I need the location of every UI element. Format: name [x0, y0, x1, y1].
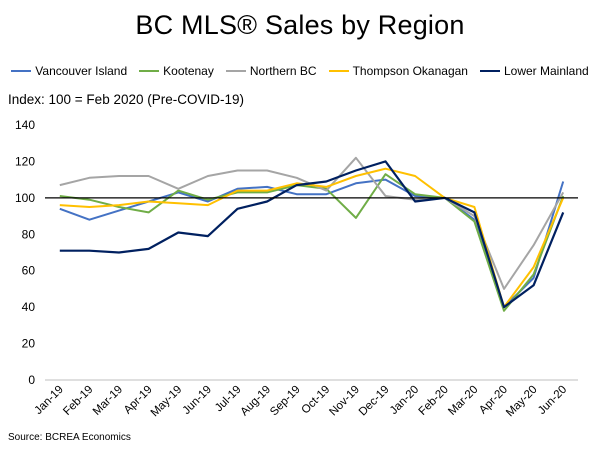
x-tick-label-8: Sep-19	[268, 384, 303, 419]
x-tick-label-1: Feb-19	[61, 384, 95, 418]
source-note: Source: BCREA Economics	[8, 432, 131, 443]
series-line-4	[59, 160, 565, 309]
x-tick-label-2: Mar-19	[91, 384, 125, 418]
series-line-1	[59, 173, 565, 312]
legend-item-4: Lower Mainland	[479, 64, 589, 78]
y-tick-label-2: 40	[22, 300, 36, 314]
legend-label-3: Thompson Okanagan	[352, 64, 468, 78]
legend-swatch-1	[139, 70, 160, 72]
legend-label-2: Northern BC	[249, 64, 317, 78]
x-tick-label-14: Mar-20	[446, 384, 480, 418]
legend-label-4: Lower Mainland	[503, 64, 589, 78]
x-tick-label-12: Jan-20	[388, 384, 421, 417]
y-tick-label-1: 20	[22, 337, 36, 351]
x-tick-label-11: Dec-19	[357, 384, 392, 419]
y-tick-label-7: 140	[15, 118, 35, 132]
x-tick-label-0: Jan-19	[33, 384, 66, 417]
series-line-3	[59, 167, 565, 309]
chart-title: BC MLS® Sales by Region	[135, 10, 465, 40]
legend-swatch-0	[11, 70, 32, 72]
y-tick-label-3: 60	[22, 264, 36, 278]
legend-item-0: Vancouver Island	[11, 64, 127, 78]
x-tick-label-5: Jun-19	[181, 384, 214, 417]
x-tick-label-13: Feb-20	[417, 384, 451, 418]
x-tick-label-4: May-19	[149, 384, 185, 420]
x-tick-label-17: Jun-20	[536, 384, 569, 417]
legend-item-3: Thompson Okanagan	[328, 64, 468, 78]
x-tick-label-7: Aug-19	[238, 384, 273, 419]
y-tick-label-0: 0	[28, 373, 35, 387]
y-tick-label-4: 80	[22, 227, 36, 241]
legend-label-1: Kootenay	[163, 64, 214, 78]
series-line-2	[59, 156, 565, 290]
x-tick-label-9: Oct-19	[300, 384, 333, 417]
legend: Vancouver Island Kootenay Northern BC Thomp…	[0, 62, 600, 80]
legend-item-1: Kootenay	[139, 64, 214, 78]
legend-swatch-3	[328, 70, 349, 72]
chart-subtitle: Index: 100 = Feb 2020 (Pre-COVID-19)	[8, 92, 244, 107]
legend-label-0: Vancouver Island	[35, 64, 128, 78]
series-line-0	[59, 178, 565, 309]
y-tick-label-5: 100	[15, 191, 35, 205]
legend-swatch-4	[479, 70, 500, 72]
y-tick-label-6: 120	[15, 154, 35, 168]
legend-swatch-2	[225, 70, 246, 72]
x-tick-label-10: Nov-19	[327, 384, 362, 419]
x-tick-label-16: May-20	[504, 384, 540, 420]
legend-item-2: Northern BC	[225, 64, 317, 78]
